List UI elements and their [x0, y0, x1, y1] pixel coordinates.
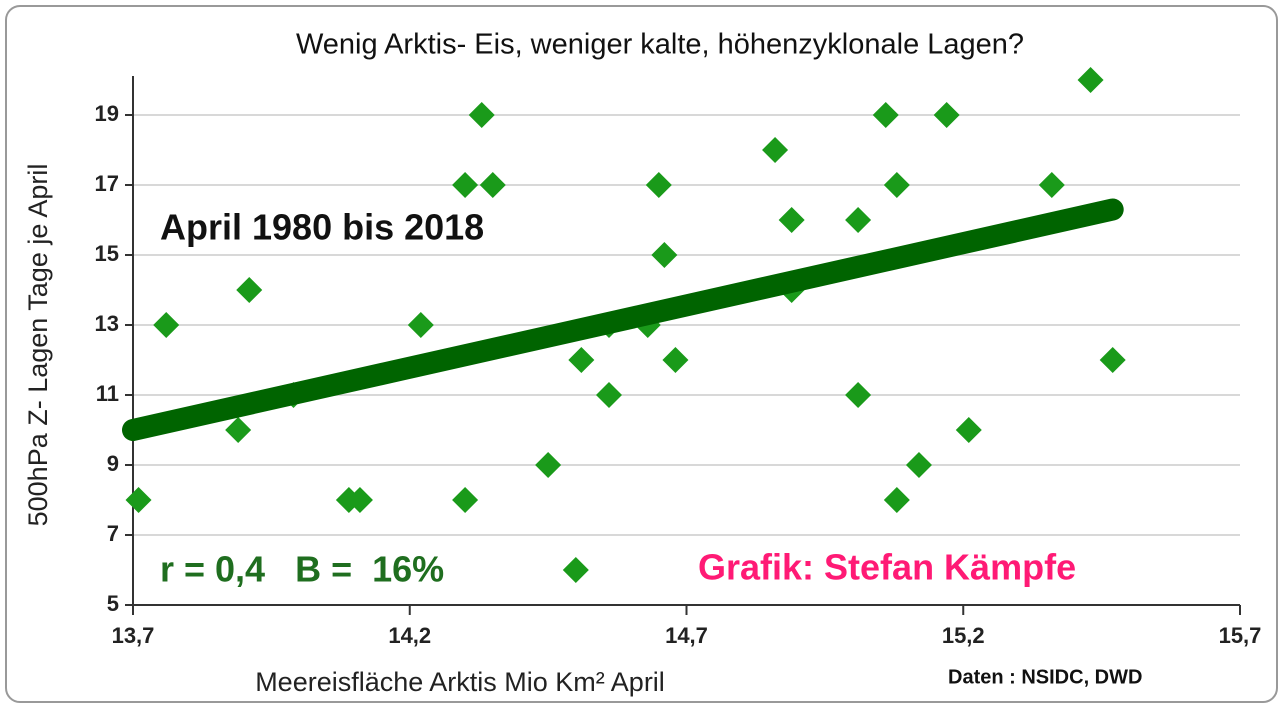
y-tick-label: 13: [95, 311, 119, 336]
y-tick-label: 9: [107, 451, 119, 476]
frame: [5, 5, 1278, 703]
annotation: Daten : NSIDC, DWD: [948, 666, 1142, 688]
y-tick-label: 17: [95, 171, 119, 196]
point: [153, 312, 180, 338]
y-tick-label: 11: [96, 381, 119, 406]
point: [225, 417, 252, 443]
x-tick-label: 15,7: [1219, 623, 1262, 648]
point: [905, 452, 932, 478]
point: [452, 487, 479, 513]
point: [596, 382, 623, 408]
point: [479, 172, 506, 198]
point: [346, 487, 373, 513]
point: [535, 452, 562, 478]
x-tick-label: 15,2: [942, 623, 985, 648]
point: [762, 137, 789, 163]
point: [883, 172, 910, 198]
point: [452, 172, 479, 198]
annotation: Grafik: Stefan Kämpfe: [698, 547, 1076, 588]
point: [955, 417, 982, 443]
point: [468, 102, 495, 128]
point: [1077, 67, 1104, 93]
point: [933, 102, 960, 128]
trend-line: [122, 198, 1124, 441]
annotation: April 1980 bis 2018: [160, 207, 484, 248]
y-tick-label: 7: [107, 521, 119, 546]
point: [845, 382, 872, 408]
x-tick-label: 13,7: [112, 623, 155, 648]
point: [883, 487, 910, 513]
point: [407, 312, 434, 338]
y-axis-label: 500hPa Z- Lagen Tage je April: [23, 164, 53, 527]
point: [236, 277, 263, 303]
y-tick-label: 19: [95, 101, 119, 126]
plot-area: 5 7 9 11 13 15 17 19 13,7 14,2 14,7 15,2 15,7: [95, 67, 1262, 648]
point: [845, 207, 872, 233]
point: [568, 347, 595, 373]
point: [778, 207, 805, 233]
point: [645, 172, 672, 198]
point: [662, 347, 689, 373]
x-tick-label: 14,7: [665, 623, 708, 648]
point: [125, 487, 152, 513]
chart-title: Wenig Arktis- Eis, weniger kalte, höhenz…: [296, 29, 1024, 61]
point: [1099, 347, 1126, 373]
point: [1038, 172, 1065, 198]
point: [651, 242, 678, 268]
point: [562, 557, 589, 583]
y-tick-label: 15: [95, 241, 119, 266]
x-tick-label: 14,2: [388, 623, 431, 648]
point: [872, 102, 899, 128]
annotation: r = 0,4 B = 16%: [160, 549, 444, 590]
x-axis-label: Meereisfläche Arktis Mio Km² April: [255, 667, 665, 697]
y-tick-label: 5: [107, 591, 119, 616]
